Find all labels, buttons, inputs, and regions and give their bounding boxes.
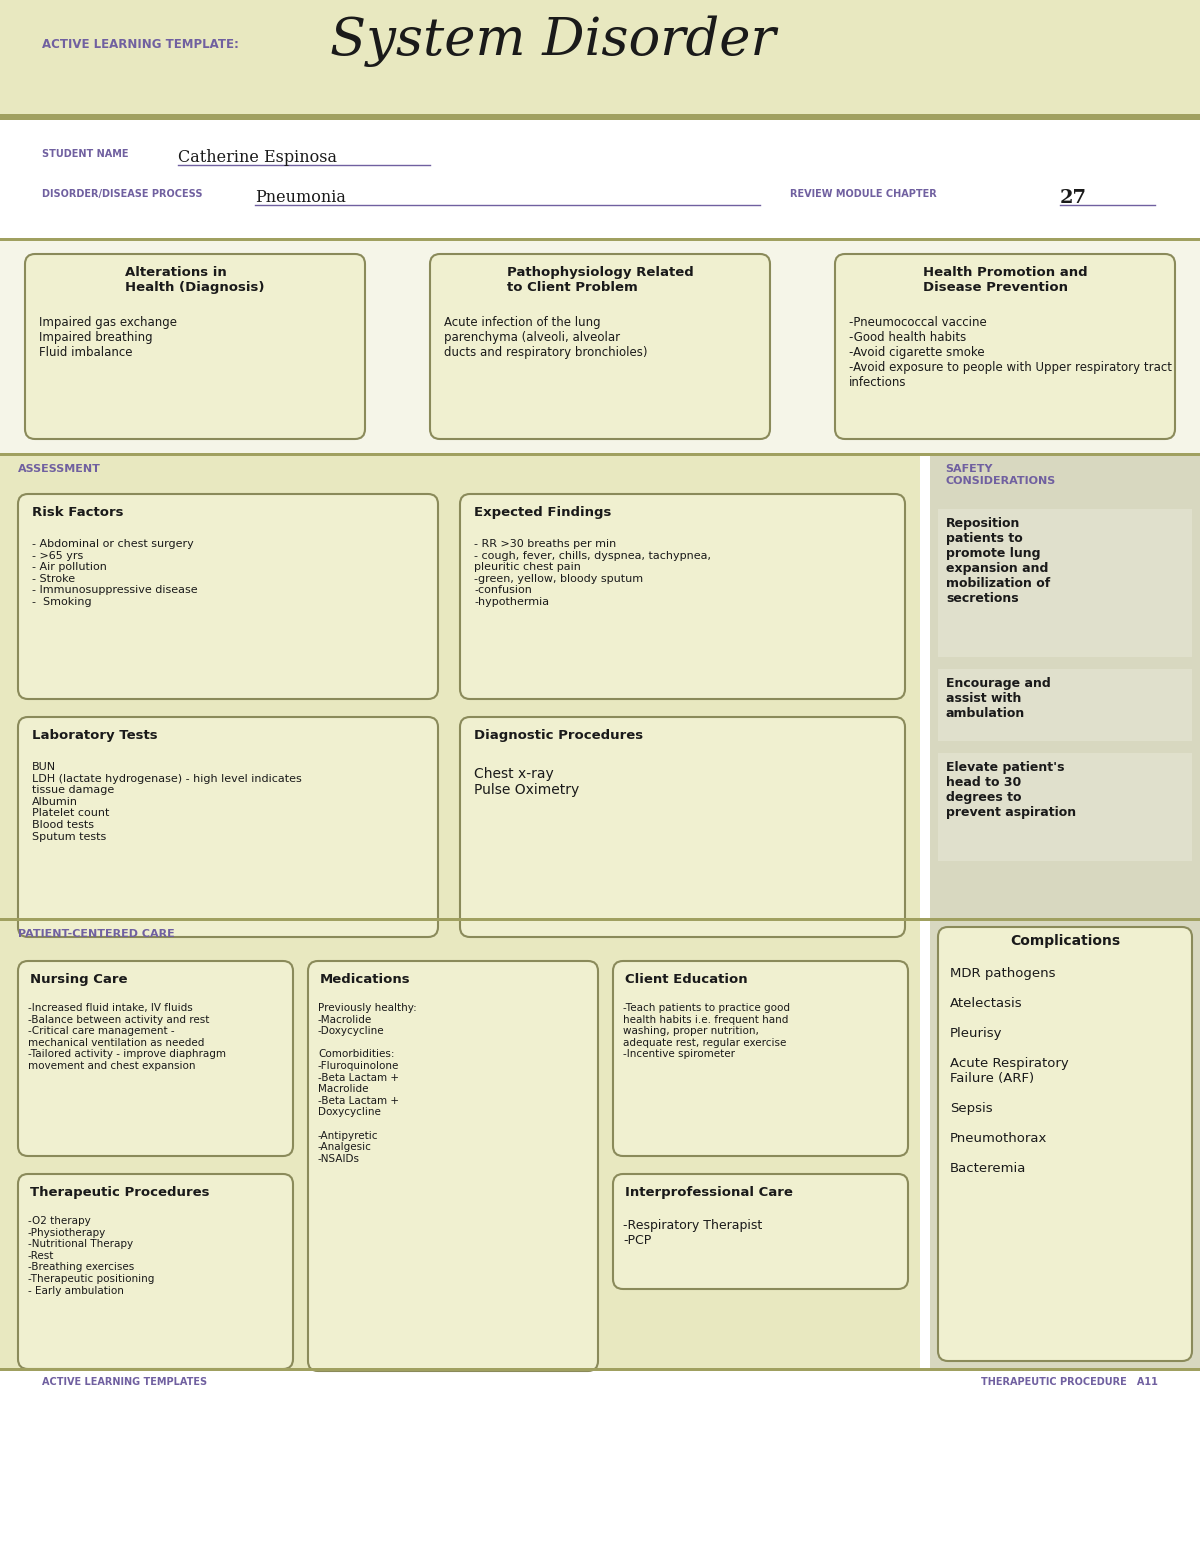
FancyBboxPatch shape [835,255,1175,439]
Text: Acute infection of the lung
parenchyma (alveoli, alveolar
ducts and respiratory : Acute infection of the lung parenchyma (… [444,315,648,359]
FancyBboxPatch shape [18,494,438,699]
Text: Chest x-ray
Pulse Oximetry: Chest x-ray Pulse Oximetry [474,767,580,797]
Text: ASSESSMENT: ASSESSMENT [18,464,101,474]
Text: Interprofessional Care: Interprofessional Care [625,1186,793,1199]
FancyBboxPatch shape [308,961,598,1371]
Text: BUN
LDH (lactate hydrogenase) - high level indicates
tissue damage
Albumin
Plate: BUN LDH (lactate hydrogenase) - high lev… [32,763,301,842]
Text: Previously healthy:
-Macrolide
-Doxycycline

Comorbidities:
-Fluroquinolone
-Bet: Previously healthy: -Macrolide -Doxycycl… [318,1003,416,1163]
Text: ACTIVE LEARNING TEMPLATE:: ACTIVE LEARNING TEMPLATE: [42,37,239,51]
Text: Impaired gas exchange
Impaired breathing
Fluid imbalance: Impaired gas exchange Impaired breathing… [38,315,178,359]
Text: Diagnostic Procedures: Diagnostic Procedures [474,728,643,742]
Bar [0,238,1200,241]
Text: Reposition
patients to
promote lung
expansion and
mobilization of
secretions: Reposition patients to promote lung expa… [946,517,1050,606]
Bar [0,239,1200,453]
Text: Catherine Espinosa: Catherine Espinosa [178,149,337,166]
Bar [0,0,1200,115]
Text: Health Promotion and
Disease Prevention: Health Promotion and Disease Prevention [923,266,1087,294]
Text: Alterations in
Health (Diagnosis): Alterations in Health (Diagnosis) [125,266,265,294]
Text: - RR >30 breaths per min
- cough, fever, chills, dyspnea, tachypnea,
pleuritic c: - RR >30 breaths per min - cough, fever,… [474,539,710,607]
FancyBboxPatch shape [938,927,1192,1360]
Text: -Teach patients to practice good
health habits i.e. frequent hand
washing, prope: -Teach patients to practice good health … [623,1003,790,1059]
Bar [938,509,1192,657]
Bar [0,1368,1200,1371]
Bar [0,113,1200,120]
Bar [0,453,1200,457]
Bar [938,753,1192,860]
Text: -Pneumococcal vaccine
-Good health habits
-Avoid cigarette smoke
-Avoid exposure: -Pneumococcal vaccine -Good health habit… [850,315,1172,388]
Text: SAFETY
CONSIDERATIONS: SAFETY CONSIDERATIONS [946,464,1055,486]
Bar [0,453,920,919]
Text: PATIENT-CENTERED CARE: PATIENT-CENTERED CARE [18,929,175,940]
FancyBboxPatch shape [18,1174,293,1370]
Text: Pneumonia: Pneumonia [256,189,346,207]
Text: Encourage and
assist with
ambulation: Encourage and assist with ambulation [946,677,1051,721]
Bar [0,918,1200,921]
Text: Elevate patient's
head to 30
degrees to
prevent aspiration: Elevate patient's head to 30 degrees to … [946,761,1076,818]
Text: STUDENT NAME: STUDENT NAME [42,149,128,158]
Text: -Increased fluid intake, IV fluids
-Balance between activity and rest
-Critical : -Increased fluid intake, IV fluids -Bala… [28,1003,226,1072]
Text: REVIEW MODULE CHAPTER: REVIEW MODULE CHAPTER [790,189,937,199]
Bar [0,919,920,1370]
Bar [938,669,1192,741]
FancyBboxPatch shape [18,717,438,936]
FancyBboxPatch shape [460,494,905,699]
Bar [930,919,1200,1370]
Text: 27: 27 [1060,189,1087,207]
FancyBboxPatch shape [613,1174,908,1289]
Text: Therapeutic Procedures: Therapeutic Procedures [30,1186,210,1199]
Text: Expected Findings: Expected Findings [474,506,611,519]
Bar [930,453,1200,919]
Bar [0,121,1200,239]
Text: THERAPEUTIC PROCEDURE   A11: THERAPEUTIC PROCEDURE A11 [982,1378,1158,1387]
Text: - Abdominal or chest surgery
- >65 yrs
- Air pollution
- Stroke
- Immunosuppress: - Abdominal or chest surgery - >65 yrs -… [32,539,198,607]
Text: Client Education: Client Education [625,974,748,986]
Text: Nursing Care: Nursing Care [30,974,127,986]
FancyBboxPatch shape [613,961,908,1155]
FancyBboxPatch shape [18,961,293,1155]
Text: -O2 therapy
-Physiotherapy
-Nutritional Therapy
-Rest
-Breathing exercises
-Ther: -O2 therapy -Physiotherapy -Nutritional … [28,1216,155,1295]
Text: MDR pathogens

Atelectasis

Pleurisy

Acute Respiratory
Failure (ARF)

Sepsis

P: MDR pathogens Atelectasis Pleurisy Acute… [950,968,1069,1176]
Text: Risk Factors: Risk Factors [32,506,124,519]
Text: ACTIVE LEARNING TEMPLATES: ACTIVE LEARNING TEMPLATES [42,1378,208,1387]
FancyBboxPatch shape [460,717,905,936]
Text: Pathophysiology Related
to Client Problem: Pathophysiology Related to Client Proble… [506,266,694,294]
Text: Medications: Medications [320,974,410,986]
FancyBboxPatch shape [25,255,365,439]
Text: System Disorder: System Disorder [330,16,775,67]
Text: Laboratory Tests: Laboratory Tests [32,728,157,742]
Text: DISORDER/DISEASE PROCESS: DISORDER/DISEASE PROCESS [42,189,203,199]
Text: Complications: Complications [1010,933,1120,947]
Bar [0,1370,1200,1553]
Text: -Respiratory Therapist
-PCP: -Respiratory Therapist -PCP [623,1219,762,1247]
FancyBboxPatch shape [430,255,770,439]
